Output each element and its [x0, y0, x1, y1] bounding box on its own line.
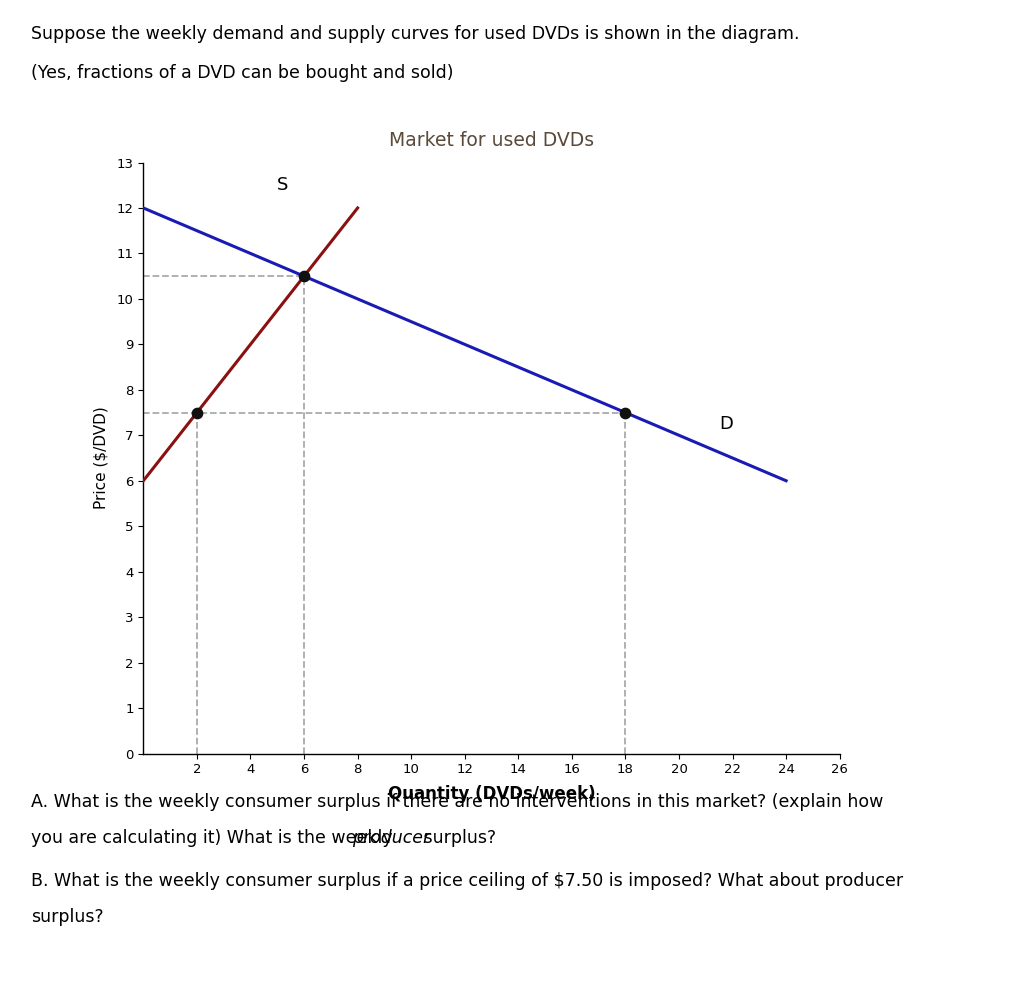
- Text: surplus?: surplus?: [31, 908, 103, 926]
- Text: D: D: [719, 415, 733, 433]
- Text: you are calculating it) What is the weekly: you are calculating it) What is the week…: [31, 829, 398, 847]
- Y-axis label: Price ($/DVD): Price ($/DVD): [93, 407, 109, 509]
- Text: B. What is the weekly consumer surplus if a price ceiling of $7.50 is imposed? W: B. What is the weekly consumer surplus i…: [31, 872, 903, 889]
- X-axis label: Quantity (DVDs/week): Quantity (DVDs/week): [388, 785, 595, 803]
- Point: [296, 268, 312, 284]
- Text: S: S: [278, 176, 289, 194]
- Text: surplus?: surplus?: [418, 829, 496, 847]
- Text: Suppose the weekly demand and supply curves for used DVDs is shown in the diagra: Suppose the weekly demand and supply cur…: [31, 25, 799, 42]
- Title: Market for used DVDs: Market for used DVDs: [389, 131, 594, 150]
- Text: producer: producer: [352, 829, 430, 847]
- Point: [188, 405, 205, 421]
- Point: [617, 405, 634, 421]
- Text: A. What is the weekly consumer surplus if there are no interventions in this mar: A. What is the weekly consumer surplus i…: [31, 793, 883, 811]
- Text: (Yes, fractions of a DVD can be bought and sold): (Yes, fractions of a DVD can be bought a…: [31, 64, 454, 82]
